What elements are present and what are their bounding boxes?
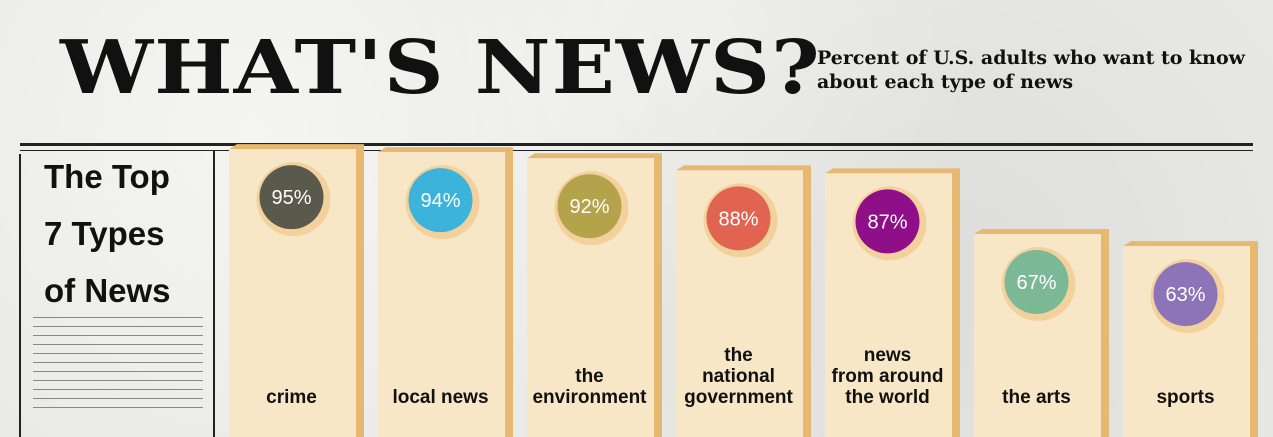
bar-side	[1250, 241, 1258, 437]
sidebar-filler-lines	[33, 317, 203, 416]
bar-side	[356, 144, 364, 437]
value-label: 94%	[420, 190, 460, 212]
bar-top	[974, 228, 1109, 234]
value-label: 87%	[867, 211, 907, 233]
page-title: WHAT'S NEWS?	[60, 25, 821, 111]
category-label: crime	[266, 387, 317, 408]
value-circle	[1004, 249, 1069, 314]
header-rule-thin	[20, 150, 1253, 151]
value-label: 95%	[271, 187, 311, 209]
bar-side	[952, 168, 960, 437]
bar-top	[229, 144, 364, 150]
category-label: local news	[392, 387, 488, 408]
sidebar-heading-line: The Top	[44, 158, 170, 195]
bar-top	[825, 168, 960, 174]
value-circle	[1153, 262, 1218, 327]
category-label: the	[724, 345, 753, 366]
bar-top	[527, 153, 662, 159]
bar-group: 63% sports	[1123, 241, 1258, 437]
value-label: 92%	[569, 196, 609, 218]
value-circle	[855, 189, 920, 254]
bar-group: 95% crime	[229, 144, 364, 437]
category-label: the world	[845, 387, 929, 408]
category-label: the arts	[1002, 387, 1071, 408]
bar-group: 67% the arts	[974, 228, 1109, 437]
left-column-rule	[19, 154, 21, 437]
bar-group: 94% local news	[378, 147, 513, 437]
header-rule-thick	[20, 143, 1253, 146]
bar-side	[1101, 228, 1109, 437]
bar-side	[803, 165, 811, 437]
page-subtitle: Percent of U.S. adults who want to know …	[817, 47, 1246, 93]
bar-top	[1123, 241, 1258, 247]
bar-side	[505, 147, 513, 437]
category-label: news	[864, 345, 912, 366]
value-circle	[259, 165, 324, 230]
category-label: national	[702, 366, 775, 387]
value-label: 67%	[1016, 272, 1056, 294]
column-divider	[213, 150, 215, 437]
value-circle	[557, 174, 622, 239]
value-circle	[706, 186, 771, 251]
category-label: from around	[832, 366, 944, 387]
sidebar-heading-line: of News	[44, 272, 171, 309]
value-label: 63%	[1165, 284, 1205, 306]
sidebar-heading: The Top 7 Types of News	[44, 148, 214, 319]
bar-top	[378, 147, 513, 153]
category-label: sports	[1156, 387, 1214, 408]
bar-side	[654, 153, 662, 437]
bar-top	[676, 165, 811, 171]
category-label: government	[684, 387, 793, 408]
value-circle	[408, 168, 473, 233]
category-label: environment	[532, 387, 647, 408]
sidebar-heading-line: 7 Types	[44, 215, 165, 252]
value-label: 88%	[718, 208, 758, 230]
category-label: the	[575, 366, 604, 387]
